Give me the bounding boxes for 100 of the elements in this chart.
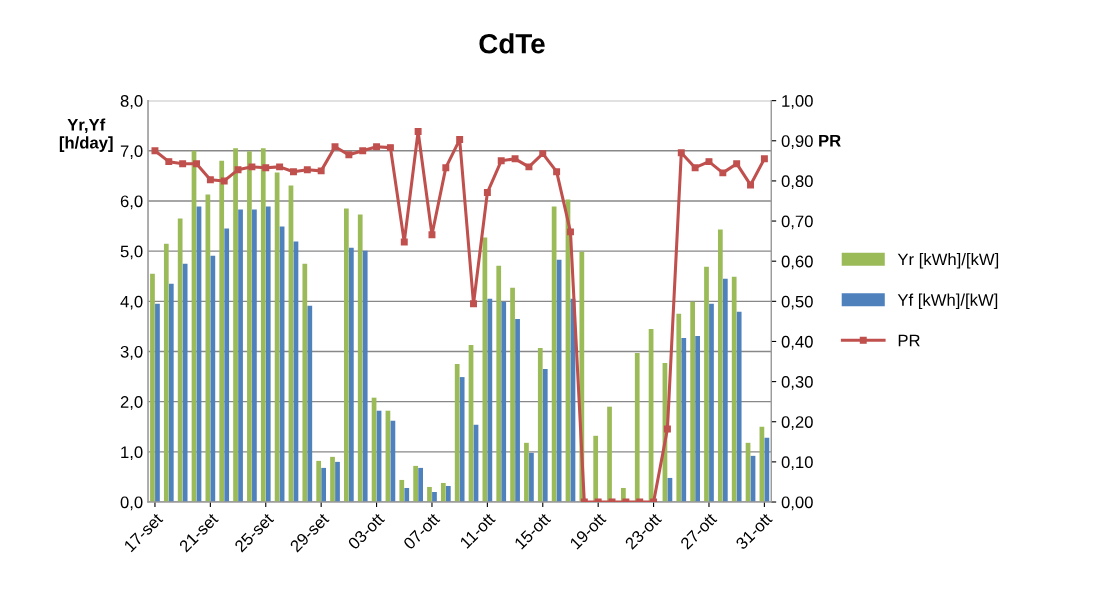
bar (704, 266, 709, 503)
point (497, 157, 505, 165)
y-tick-label: 7,0 (120, 145, 143, 159)
point (400, 238, 408, 246)
y-axis-title: Yr,Yf [h/day] (59, 118, 113, 152)
bar (487, 298, 493, 503)
point (760, 155, 768, 163)
bar (537, 347, 543, 503)
point (262, 164, 270, 172)
point (165, 158, 173, 166)
y-tick-label: 1,0 (121, 446, 143, 461)
bar (260, 148, 266, 503)
bar (252, 209, 257, 503)
y2-tick-label: 0,20 (781, 416, 813, 430)
bar (362, 250, 368, 503)
y2-tick-label: 0,50 (781, 295, 813, 310)
point (525, 163, 533, 171)
bar (163, 243, 169, 503)
bar (709, 303, 714, 503)
point (276, 163, 284, 171)
point (220, 177, 228, 185)
point (705, 158, 713, 166)
point (747, 181, 755, 189)
legend-label: Yr [kWh]/[kW] (897, 253, 999, 269)
point (553, 168, 561, 176)
y2-tick-label: 0,70 (781, 215, 813, 230)
y2-tick-label: 1,00 (782, 95, 813, 109)
point (483, 189, 491, 197)
bar (168, 283, 174, 503)
bar (717, 229, 723, 503)
point (470, 300, 477, 308)
y-tick-label: 4,0 (120, 295, 143, 310)
bar (238, 209, 243, 503)
y2-tick-label: 0,10 (781, 456, 813, 471)
point (193, 160, 200, 168)
y2-tick-label: 0,90 (781, 135, 813, 149)
bar (399, 479, 405, 503)
y2-tick-label: 0,40 (781, 335, 813, 350)
bar (233, 148, 238, 503)
bar (302, 263, 308, 503)
bar (205, 194, 211, 503)
bar (445, 485, 451, 503)
bar (501, 301, 507, 503)
y-tick-label: 8,0 (120, 95, 143, 109)
bar (316, 460, 322, 503)
point (442, 164, 450, 172)
bar (515, 318, 520, 503)
point (428, 231, 436, 239)
y-tick-label: 0,0 (120, 496, 143, 511)
point (248, 163, 256, 171)
bar (348, 247, 354, 503)
point (691, 164, 699, 172)
point (234, 166, 242, 174)
point (151, 147, 159, 155)
bar (510, 287, 515, 503)
y2-tick-label: 0,00 (781, 496, 813, 511)
y2-axis-title: PR (819, 134, 841, 147)
point (511, 155, 519, 163)
bar (731, 276, 737, 503)
point (567, 228, 574, 236)
bar (427, 486, 432, 503)
point (456, 136, 464, 144)
bar (177, 218, 183, 503)
point (303, 166, 311, 174)
bar (413, 465, 418, 503)
bar (224, 228, 230, 503)
chart-title: CdTe (479, 33, 545, 54)
bar (307, 305, 313, 503)
bar (155, 303, 160, 503)
bar (321, 467, 327, 503)
bar (150, 273, 155, 503)
bar (265, 206, 271, 503)
y-tick-label: 2,0 (120, 396, 143, 410)
bar (432, 491, 437, 503)
bar (335, 461, 340, 503)
bar (593, 435, 599, 503)
bar (330, 456, 335, 503)
bar (607, 406, 612, 503)
y2-tick-label: 0,30 (781, 376, 813, 390)
point (331, 143, 339, 151)
bar (182, 263, 188, 503)
bar (344, 208, 349, 503)
bar (247, 151, 252, 503)
point (539, 150, 547, 158)
bar (418, 467, 423, 503)
bar (404, 487, 410, 503)
point (179, 160, 187, 168)
y-tick-label: 3,0 (120, 345, 143, 360)
bar (690, 301, 696, 503)
y2-tick-label: 0,60 (781, 255, 813, 270)
point (345, 151, 353, 159)
bar (681, 337, 687, 503)
point (373, 143, 381, 151)
point (317, 167, 325, 175)
bar (634, 353, 640, 503)
point (386, 144, 394, 152)
y2-tick-label: 0,80 (781, 175, 813, 190)
bar (357, 214, 363, 503)
legend-label: PR (898, 334, 920, 347)
bar (219, 160, 225, 503)
